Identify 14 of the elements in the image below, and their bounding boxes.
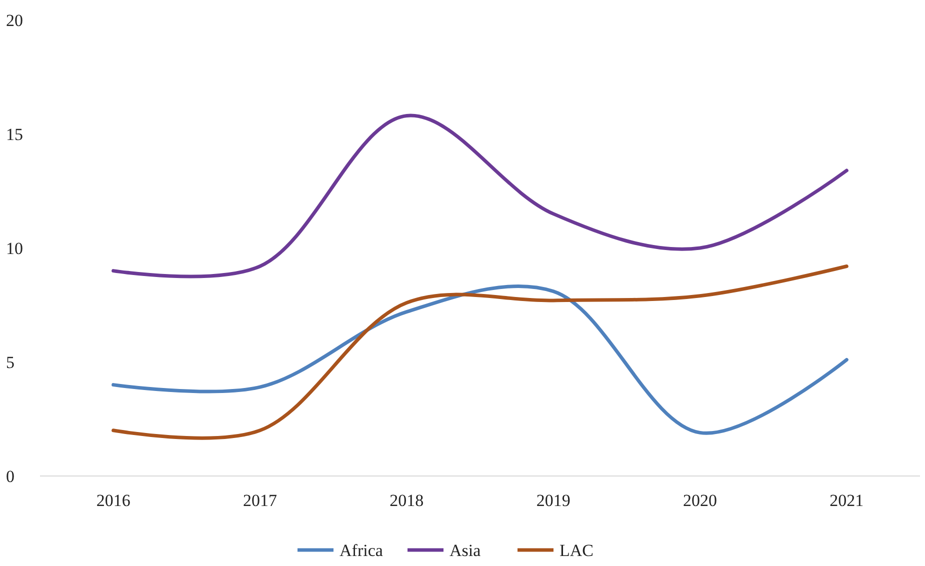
legend-label: LAC — [560, 540, 594, 560]
x-tick-label: 2018 — [390, 491, 424, 510]
y-tick-label: 5 — [6, 352, 14, 372]
x-tick-label: 2016 — [96, 491, 130, 510]
legend-label: Africa — [340, 540, 384, 560]
x-tick-label: 2017 — [243, 491, 278, 510]
y-tick-label: 0 — [6, 466, 14, 486]
x-tick-label: 2020 — [683, 491, 717, 510]
y-tick-label: 20 — [6, 10, 23, 30]
legend-label: Asia — [450, 540, 482, 560]
y-tick-label: 15 — [6, 124, 23, 144]
y-tick-label: 10 — [6, 238, 23, 258]
x-tick-label: 2021 — [830, 491, 864, 510]
x-tick-label: 2019 — [536, 491, 570, 510]
